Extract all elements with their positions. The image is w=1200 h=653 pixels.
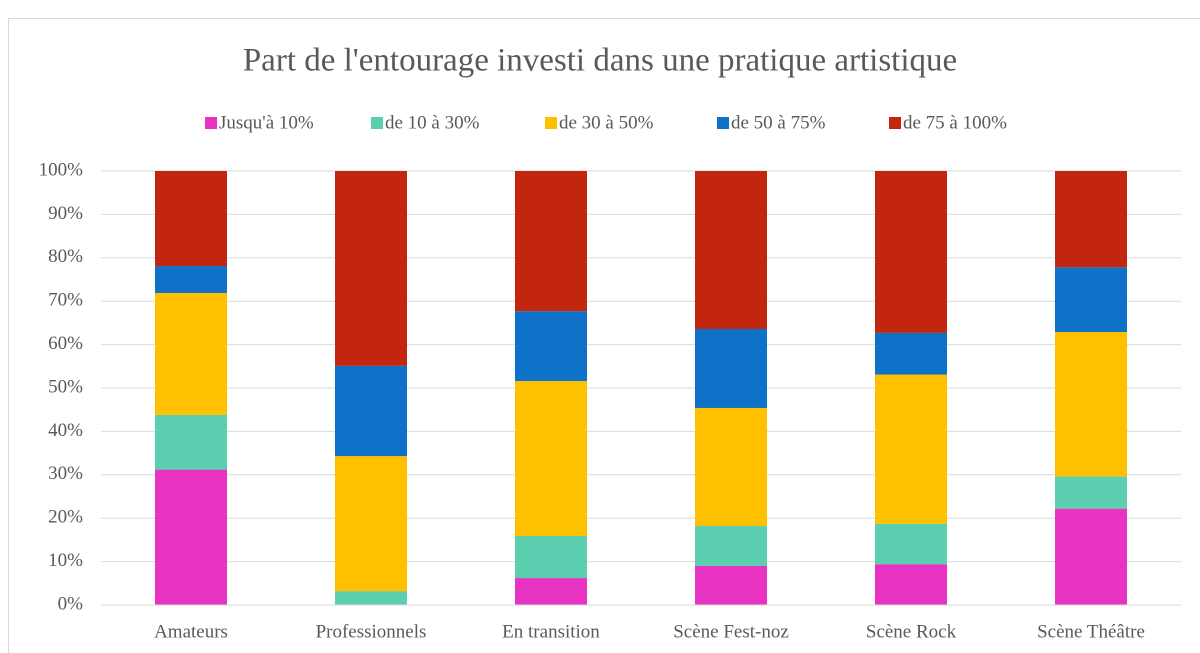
bar-segment — [875, 332, 947, 375]
bar-segment — [335, 171, 407, 366]
bar-segment — [875, 564, 947, 605]
y-tick-label: 10% — [48, 550, 83, 571]
bar-segment — [1055, 332, 1127, 477]
x-tick-label: En transition — [502, 621, 600, 642]
bar-segment — [1055, 508, 1127, 605]
bar-segment — [875, 523, 947, 565]
bar-segment — [695, 407, 767, 527]
chart-title: Part de l'entourage investi dans une pra… — [243, 43, 957, 79]
legend-label: de 10 à 30% — [385, 112, 480, 133]
y-tick-label: 100% — [39, 159, 84, 180]
bar-segment — [875, 171, 947, 333]
y-tick-label: 90% — [48, 203, 83, 224]
bar-segment — [335, 365, 407, 457]
legend-marker — [371, 117, 383, 129]
legend-marker — [889, 117, 901, 129]
bar-segment — [155, 414, 227, 470]
bar-segment — [1055, 476, 1127, 509]
bar-segment — [515, 311, 587, 382]
bar-segment — [515, 535, 587, 579]
bar-segment — [515, 171, 587, 312]
y-tick-label: 20% — [48, 507, 83, 528]
legend-marker — [545, 117, 557, 129]
y-tick-label: 80% — [48, 246, 83, 267]
legend-marker — [205, 117, 217, 129]
y-tick-label: 70% — [48, 290, 83, 311]
x-tick-label: Amateurs — [154, 621, 228, 642]
bar-segment — [155, 469, 227, 605]
bar-segment — [695, 565, 767, 605]
x-tick-label: Scène Fest-noz — [673, 621, 789, 642]
bar-segment — [515, 381, 587, 536]
bar-segment — [1055, 171, 1127, 268]
legend-label: Jusqu'à 10% — [219, 112, 314, 133]
x-tick-label: Scène Rock — [866, 621, 957, 642]
legend-marker — [717, 117, 729, 129]
bar-segment — [335, 456, 407, 592]
y-tick-label: 60% — [48, 333, 83, 354]
y-tick-label: 30% — [48, 463, 83, 484]
bar-segment — [155, 266, 227, 293]
x-tick-label: Professionnels — [316, 621, 427, 642]
bar-segment — [695, 328, 767, 408]
y-tick-label: 50% — [48, 376, 83, 397]
bar-segment — [335, 591, 407, 605]
y-tick-label: 40% — [48, 420, 83, 441]
x-tick-label: Scène Théâtre — [1037, 621, 1145, 642]
legend-label: de 75 à 100% — [903, 112, 1007, 133]
bar-segment — [695, 526, 767, 566]
bar-segment — [155, 292, 227, 415]
bar-segment — [155, 171, 227, 267]
bar-segment — [695, 171, 767, 329]
legend-label: de 50 à 75% — [731, 112, 826, 133]
y-tick-label: 0% — [58, 593, 84, 614]
bar-segment — [1055, 267, 1127, 333]
legend-label: de 30 à 50% — [559, 112, 654, 133]
bar-segment — [875, 374, 947, 524]
bar-segment — [515, 578, 587, 605]
